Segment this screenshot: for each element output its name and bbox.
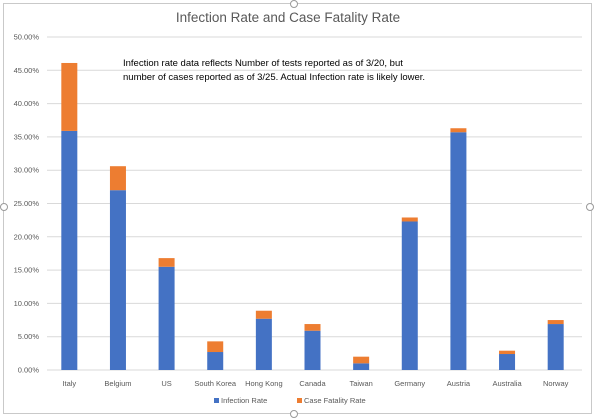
bar-case-fatality-rate	[401, 217, 418, 222]
resize-handle-right[interactable]	[586, 203, 594, 211]
bar-infection-rate	[401, 221, 418, 370]
bar-case-fatality-rate	[353, 356, 370, 364]
bar-case-fatality-rate	[158, 258, 175, 267]
y-tick-label: 45.00%	[14, 66, 40, 75]
x-tick-label: Canada	[299, 379, 326, 388]
y-axis: 0.00% 5.00% 10.00% 15.00% 20.00% 25.00% 30.00%…	[14, 33, 40, 375]
chart-frame	[3, 3, 592, 414]
bar-case-fatality-rate	[255, 310, 272, 319]
bar-infection-rate	[109, 190, 126, 370]
bar-case-fatality-rate	[547, 320, 564, 325]
bar-case-fatality-rate	[499, 350, 516, 355]
resize-handle-top[interactable]	[290, 0, 298, 8]
x-tick-label: Hong Kong	[245, 379, 283, 388]
bar-infection-rate	[304, 330, 321, 370]
bar-case-fatality-rate	[109, 166, 126, 191]
y-tick-label: 25.00%	[14, 199, 40, 208]
x-tick-label: South Korea	[194, 379, 237, 388]
y-tick-label: 20.00%	[14, 232, 40, 241]
y-tick-label: 0.00%	[18, 366, 40, 375]
legend-label: Infection Rate	[221, 396, 267, 405]
annotation-line-1: Infection rate data reflects Number of t…	[123, 58, 403, 69]
bar-infection-rate	[158, 266, 175, 370]
bar-infection-rate	[547, 324, 564, 370]
x-tick-label: Italy	[62, 379, 76, 388]
bar-infection-rate	[499, 354, 516, 370]
legend-swatch	[214, 398, 219, 403]
legend: Infection Rate Case Fatality Rate	[214, 396, 366, 405]
x-axis: Italy Belgium US South Korea Hong Kong Canada…	[62, 379, 568, 388]
annotation-line-2: number of cases reported as of 3/25. Act…	[123, 72, 425, 83]
bar-infection-rate	[450, 132, 467, 370]
x-tick-label: Taiwan	[349, 379, 372, 388]
bar-infection-rate	[255, 318, 272, 370]
y-tick-label: 10.00%	[14, 299, 40, 308]
bar-case-fatality-rate	[450, 128, 467, 133]
y-tick-label: 15.00%	[14, 266, 40, 275]
x-tick-label: US	[161, 379, 171, 388]
chart-title: Infection Rate and Case Fatality Rate	[176, 10, 400, 25]
resize-handle-left[interactable]	[0, 203, 8, 211]
x-tick-label: Germany	[394, 379, 425, 388]
legend-label: Case Fatality Rate	[304, 396, 366, 405]
y-tick-label: 35.00%	[14, 132, 40, 141]
bar-case-fatality-rate	[304, 324, 321, 331]
y-tick-label: 30.00%	[14, 166, 40, 175]
y-tick-label: 40.00%	[14, 99, 40, 108]
legend-swatch	[297, 398, 302, 403]
bar-infection-rate	[207, 352, 224, 370]
y-tick-label: 5.00%	[18, 332, 40, 341]
bar-case-fatality-rate	[207, 341, 224, 353]
bars	[61, 62, 564, 370]
bar-case-fatality-rate	[61, 62, 78, 131]
x-tick-label: Austria	[447, 379, 471, 388]
gridlines	[47, 36, 582, 371]
x-tick-label: Norway	[543, 379, 569, 388]
bar-infection-rate	[353, 363, 370, 370]
y-tick-label: 50.00%	[14, 33, 40, 42]
bar-infection-rate	[61, 130, 78, 370]
x-tick-label: Belgium	[104, 379, 131, 388]
resize-handle-bottom[interactable]	[290, 410, 298, 418]
x-tick-label: Australia	[492, 379, 522, 388]
